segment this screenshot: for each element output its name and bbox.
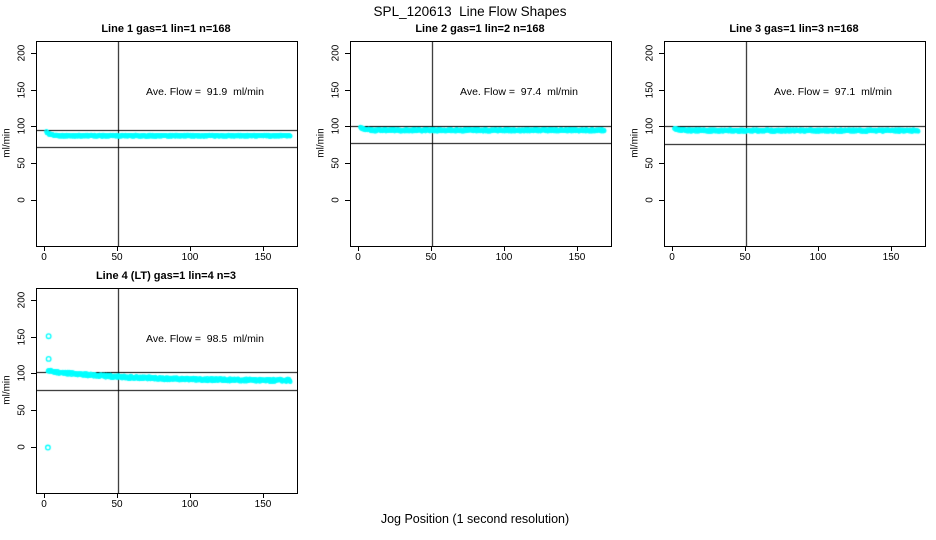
y-tick-label: 200 (330, 44, 342, 62)
y-tick-mark (659, 53, 664, 55)
y-tick-mark (345, 199, 350, 201)
x-tick-mark (44, 246, 45, 251)
x-tick-label: 100 (809, 252, 827, 263)
y-tick-mark (31, 373, 36, 375)
x-tick-label: 150 (254, 252, 272, 263)
x-tick-mark (818, 246, 819, 251)
y-tick-label: 100 (644, 117, 656, 135)
x-tick-label: 100 (181, 252, 199, 263)
panel-title: Line 1 gas=1 lin=1 n=168 (101, 23, 231, 35)
y-tick-mark (659, 89, 664, 91)
x-tick-label: 100 (495, 252, 513, 263)
plot-box (350, 41, 612, 247)
x-tick-label: 150 (882, 252, 900, 263)
x-tick-label: 50 (111, 252, 123, 263)
y-axis-label: ml/min (1, 128, 13, 158)
x-tick-label: 100 (181, 499, 199, 510)
x-tick-mark (190, 493, 191, 498)
x-tick-label: 0 (669, 252, 675, 263)
x-tick-mark (358, 246, 359, 251)
y-tick-label: 150 (644, 81, 656, 98)
x-tick-mark (431, 246, 432, 251)
x-tick-mark (672, 246, 673, 251)
y-tick-label: 50 (644, 157, 656, 169)
y-tick-label: 100 (330, 117, 342, 135)
x-tick-label: 50 (425, 252, 437, 263)
flow-annotation: Ave. Flow = 98.5 ml/min (146, 333, 264, 345)
panel-title: Line 3 gas=1 lin=3 n=168 (729, 23, 859, 35)
y-tick-label: 200 (16, 291, 28, 309)
y-tick-label: 100 (16, 117, 28, 135)
y-tick-label: 200 (16, 44, 28, 62)
x-tick-mark (504, 246, 505, 251)
plot-box (36, 288, 298, 494)
x-tick-label: 0 (41, 252, 47, 263)
panel-title: Line 4 (LT) gas=1 lin=4 n=3 (95, 270, 237, 282)
y-tick-mark (31, 89, 36, 91)
x-tick-label: 50 (111, 499, 123, 510)
y-tick-mark (31, 446, 36, 448)
y-tick-label: 200 (644, 44, 656, 62)
y-tick-mark (31, 126, 36, 128)
plot-box (664, 41, 926, 247)
y-tick-label: 150 (16, 328, 28, 345)
flow-annotation: Ave. Flow = 91.9 ml/min (146, 86, 264, 98)
x-tick-mark (577, 246, 578, 251)
y-tick-mark (345, 89, 350, 91)
y-tick-label: 50 (16, 404, 28, 416)
x-tick-label: 150 (568, 252, 586, 263)
panel-title: Line 2 gas=1 lin=2 n=168 (415, 23, 545, 35)
plot-box (36, 41, 298, 247)
scatter-canvas (37, 42, 297, 246)
y-tick-mark (345, 126, 350, 128)
y-tick-label: 0 (330, 196, 342, 203)
y-tick-label: 50 (330, 157, 342, 169)
x-tick-label: 50 (739, 252, 751, 263)
scatter-canvas (37, 289, 297, 493)
y-tick-mark (31, 53, 36, 55)
scatter-canvas (351, 42, 611, 246)
y-axis-label: ml/min (315, 128, 327, 158)
x-tick-mark (745, 246, 746, 251)
x-tick-label: 0 (41, 499, 47, 510)
x-tick-mark (44, 493, 45, 498)
x-tick-label: 150 (254, 499, 272, 510)
y-tick-mark (31, 300, 36, 302)
flow-annotation: Ave. Flow = 97.1 ml/min (774, 86, 892, 98)
y-tick-mark (31, 199, 36, 201)
y-tick-mark (345, 53, 350, 55)
page-title: SPL_120613 Line Flow Shapes (373, 4, 567, 19)
x-axis-label: Jog Position (1 second resolution) (380, 512, 570, 526)
x-tick-mark (190, 246, 191, 251)
flow-annotation: Ave. Flow = 97.4 ml/min (460, 86, 578, 98)
x-tick-mark (263, 493, 264, 498)
y-axis-label: ml/min (629, 128, 641, 158)
y-tick-label: 0 (16, 196, 28, 203)
x-tick-mark (117, 493, 118, 498)
x-tick-mark (891, 246, 892, 251)
x-tick-mark (117, 246, 118, 251)
y-tick-mark (345, 162, 350, 164)
y-tick-mark (659, 162, 664, 164)
x-tick-label: 0 (355, 252, 361, 263)
y-tick-label: 150 (16, 81, 28, 98)
y-tick-mark (31, 409, 36, 411)
y-tick-label: 150 (330, 81, 342, 98)
y-tick-mark (659, 126, 664, 128)
y-tick-label: 50 (16, 157, 28, 169)
y-axis-label: ml/min (1, 375, 13, 405)
y-tick-label: 100 (16, 364, 28, 382)
y-tick-label: 0 (644, 196, 656, 203)
scatter-canvas (665, 42, 925, 246)
y-tick-label: 0 (16, 443, 28, 450)
y-tick-mark (31, 336, 36, 338)
y-tick-mark (31, 162, 36, 164)
x-tick-mark (263, 246, 264, 251)
y-tick-mark (659, 199, 664, 201)
